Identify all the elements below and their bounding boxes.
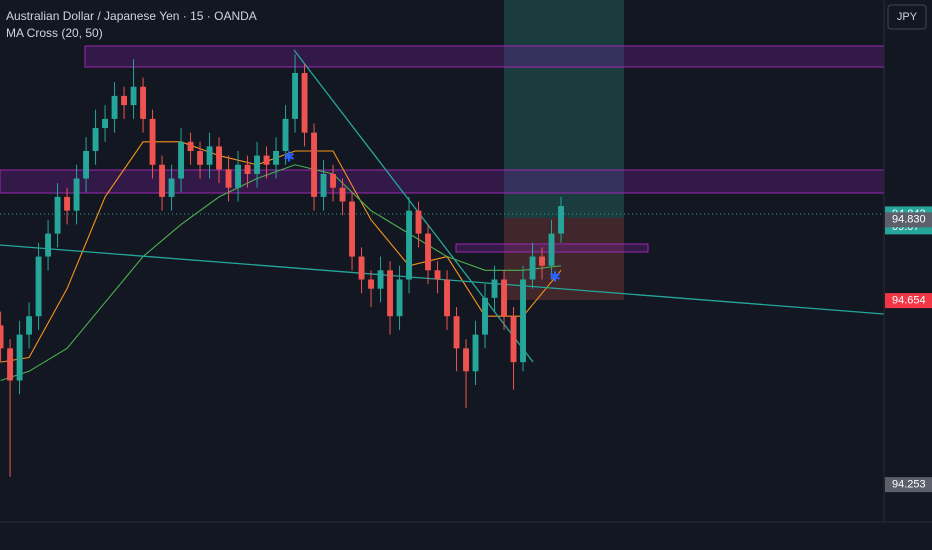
candle-body [159,164,166,197]
currency-button-label[interactable]: JPY [897,11,918,23]
candle-body [225,169,232,188]
currency-button[interactable] [887,4,927,30]
trend-line [293,49,534,363]
candle-body [244,164,251,174]
candle-body [206,146,213,165]
indicator-label: MA Cross (20, 50) [6,26,103,40]
candle-body [491,279,498,298]
candle-body [111,95,118,119]
cross-marker: ✱ [549,269,561,285]
candle-body [102,118,109,129]
candle-body [472,334,479,372]
candle-body [368,279,374,289]
candle-body [396,279,403,317]
candle-body [197,150,203,165]
candle-body [311,132,317,197]
candle-body [520,279,526,363]
price-label-box [885,477,932,493]
candle-body [558,206,564,234]
candle-body [358,256,365,280]
candle-body [377,270,384,289]
candle-body [453,316,460,349]
candle-body [444,279,450,317]
candle-body [16,334,23,381]
candle-body [130,86,137,106]
candle-body [434,270,441,280]
candle-body [26,316,33,335]
candle-body [539,256,545,266]
candle-body [45,233,52,257]
candles [0,54,564,477]
price-label-box [885,212,932,228]
candle-body [83,150,90,179]
candle-body [235,164,241,188]
candle-body [330,173,336,188]
candle-body [35,256,42,317]
price-label-box [885,293,932,309]
price-label: 94.654 [892,295,926,307]
candle-body [282,118,289,151]
candle-body [92,128,99,151]
candle-body [73,178,80,211]
candle-body [482,297,488,335]
supply-zone [0,169,885,194]
candle-body [0,325,4,349]
price-label: 94.253 [892,479,926,491]
candle-body [263,155,270,165]
candle-body [387,270,393,317]
candle-body [501,279,507,317]
candle-body [54,196,61,234]
candle-body [168,178,175,197]
candle-body [425,233,431,271]
candle-body [463,348,469,372]
price-axis [884,0,932,550]
candle-body [548,233,555,266]
trend-line [0,244,885,315]
candle-body [529,256,536,280]
candle-body [64,196,71,211]
candle-body [349,201,355,257]
price-label: 94.830 [892,214,926,226]
resistance-zone [84,45,885,68]
cross-marker: ✱ [283,149,295,165]
candle-body [149,118,156,165]
candle-body [292,72,298,119]
candle-body [320,173,327,197]
candle-body [339,187,346,202]
candle-body [273,150,279,165]
candle-body [187,141,194,151]
candle-body [178,141,185,179]
candle-body [254,155,260,174]
candle-body [140,86,147,119]
candle-body [510,316,517,363]
candle-body [7,348,14,381]
candle-body [415,210,422,234]
long-position-target [504,0,624,218]
candle-body [406,210,412,280]
candle-body [121,95,128,106]
candle-body [216,146,222,170]
candle-body [301,72,308,133]
chart-title: Australian Dollar / Japanese Yen · 15 · … [6,9,257,23]
